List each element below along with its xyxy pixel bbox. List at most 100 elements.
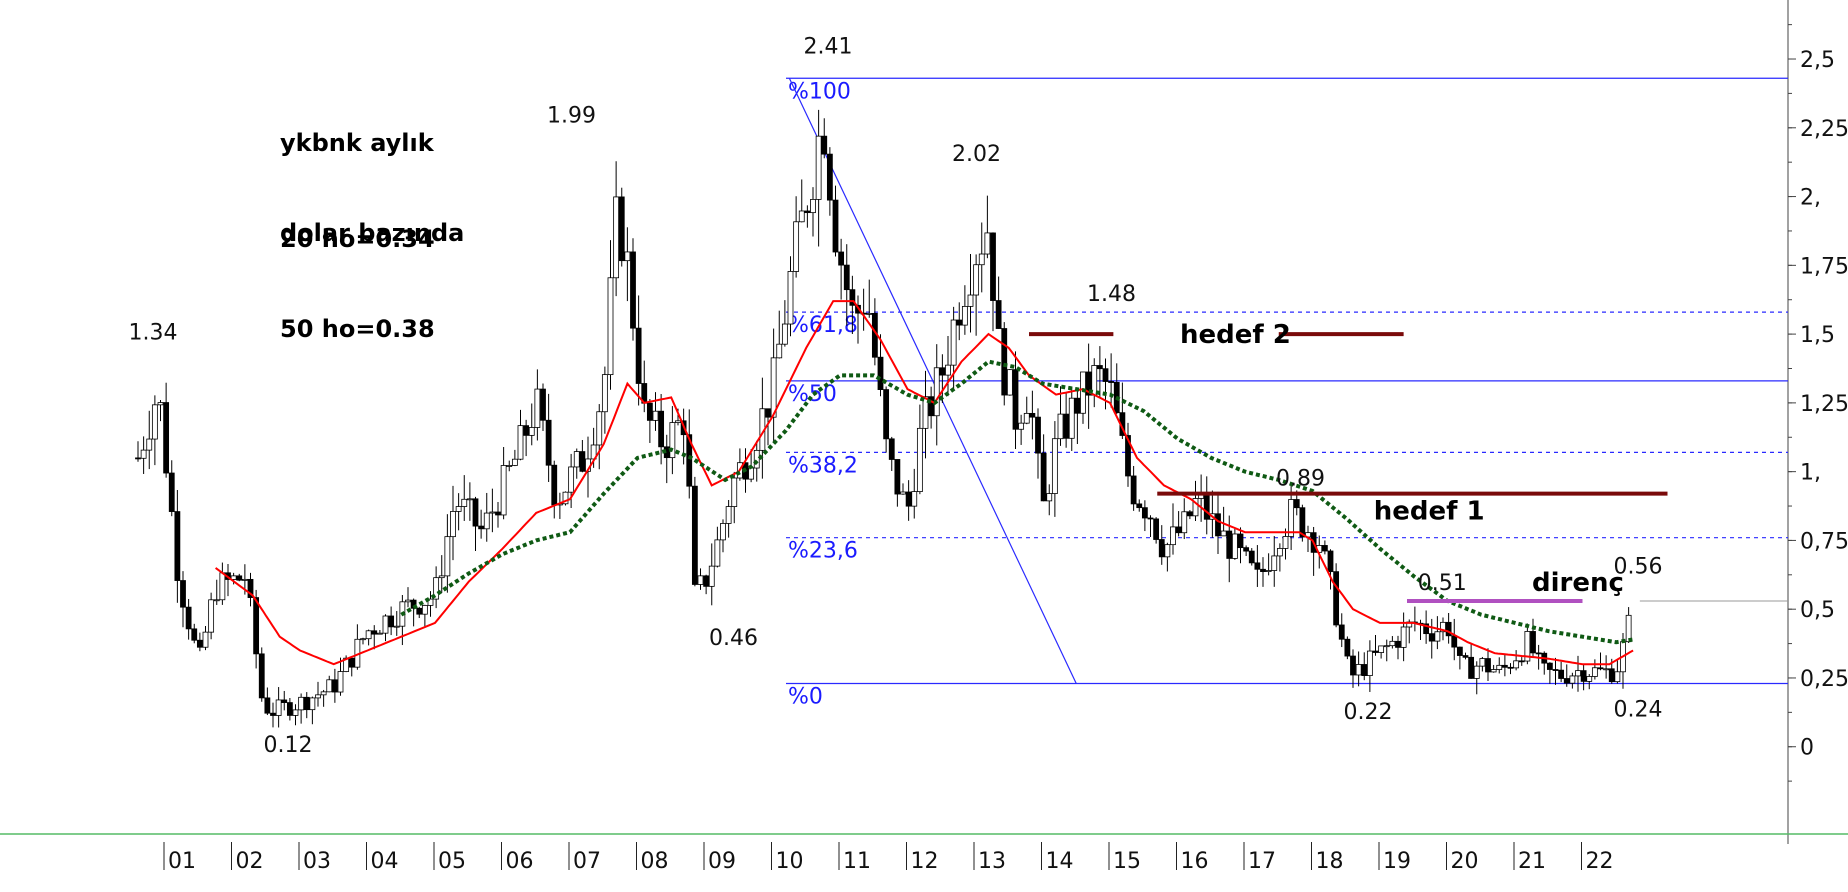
candle-body [1023, 412, 1030, 424]
hedef1-label: hedef 1 [1374, 497, 1485, 527]
candle-body [1248, 550, 1255, 564]
candle-body [916, 427, 923, 492]
candle-body [1389, 640, 1396, 647]
candle-body [1580, 670, 1587, 682]
candle-body [360, 638, 366, 641]
candle-body [1276, 548, 1283, 557]
y-tick-label: 1,5 [1800, 323, 1835, 348]
candle-body [781, 323, 788, 345]
candle-body [416, 607, 423, 615]
ma50-line [400, 359, 1634, 645]
candle-body [1203, 493, 1210, 520]
y-tick-label: 1,25 [1800, 392, 1848, 417]
candle-body [731, 477, 738, 507]
candle-body [157, 402, 164, 406]
candle-body [1400, 626, 1407, 648]
candle-body [1333, 571, 1340, 626]
candles [135, 109, 1632, 728]
x-tick-label: 19 [1383, 849, 1411, 874]
price-label: 2.02 [952, 142, 1001, 167]
candle-body [1102, 368, 1109, 382]
candle-body [939, 367, 946, 376]
candle-body [1608, 668, 1615, 683]
candle-body [511, 458, 518, 466]
candle-body [1344, 638, 1351, 657]
y-tick-label: 0,5 [1800, 598, 1835, 623]
x-tick-label: 04 [371, 849, 399, 874]
direnc-label: direnç [1532, 568, 1624, 598]
candle-body [1057, 413, 1064, 440]
candle-body [540, 388, 546, 421]
candle-body [1462, 655, 1469, 658]
candle-body [1260, 568, 1266, 573]
candle-body [472, 498, 479, 527]
candle-body [1074, 397, 1081, 414]
candle-body [804, 210, 811, 214]
candle-body [1614, 671, 1621, 683]
y-tick-label: 0,25 [1800, 667, 1848, 692]
candle-body [905, 491, 912, 507]
price-label: 0.12 [264, 733, 313, 758]
candle-body [1164, 544, 1171, 558]
candle-body [596, 411, 603, 446]
candle-body [793, 221, 800, 272]
candle-body [410, 599, 417, 609]
candle-body [1366, 650, 1373, 676]
candle-body [601, 374, 608, 413]
candle-body [466, 498, 473, 501]
candle-body [1181, 511, 1188, 534]
candle-body [1186, 511, 1193, 517]
candle-body [281, 699, 288, 703]
x-tick-label: 17 [1248, 849, 1276, 874]
candle-body [562, 491, 569, 505]
candle-body [1496, 664, 1503, 670]
candle-body [450, 511, 456, 538]
candle-body [219, 572, 226, 601]
candle-body [961, 305, 968, 326]
candle-body [545, 419, 552, 466]
candle-body [967, 294, 974, 307]
candle-body [1237, 533, 1244, 549]
candle-body [489, 511, 496, 514]
candle-body [894, 459, 901, 495]
candle-body [950, 319, 957, 366]
candle-body [1096, 365, 1103, 370]
candle-body [1338, 624, 1345, 640]
candle-body [1378, 645, 1385, 653]
x-tick-label: 13 [978, 849, 1006, 874]
candle-body [776, 343, 783, 359]
candle-body [247, 578, 254, 598]
candle-body [1625, 614, 1632, 643]
candle-body [1147, 517, 1154, 520]
candle-body [1299, 507, 1306, 538]
candle-body [517, 425, 524, 460]
candle-body [568, 466, 575, 493]
candle-body [990, 232, 996, 301]
candle-body [1288, 499, 1295, 537]
candle-body [1518, 660, 1525, 663]
candle-body [1530, 631, 1536, 654]
candle-body [1068, 397, 1075, 439]
candle-body [1524, 631, 1531, 662]
candle-body [1535, 652, 1542, 655]
candle-body [748, 467, 755, 480]
x-tick-label: 10 [776, 849, 804, 874]
price-label: 0.56 [1614, 554, 1663, 579]
candle-body [1046, 493, 1053, 502]
candle-body [573, 451, 580, 468]
candle-body [506, 465, 513, 467]
y-tick-label: 1, [1800, 461, 1821, 486]
candle-body [1293, 499, 1300, 509]
candle-body [1282, 536, 1289, 549]
candle-body [303, 696, 310, 711]
candle-body [405, 599, 411, 603]
candle-body [1501, 664, 1508, 668]
candle-body [1220, 530, 1227, 537]
candle-body [495, 511, 501, 516]
candle-body [292, 709, 299, 716]
candle-body [264, 697, 271, 714]
candle-body [725, 506, 732, 524]
candle-body [1423, 623, 1430, 635]
candle-body [320, 691, 327, 696]
x-tick-label: 14 [1046, 849, 1074, 874]
